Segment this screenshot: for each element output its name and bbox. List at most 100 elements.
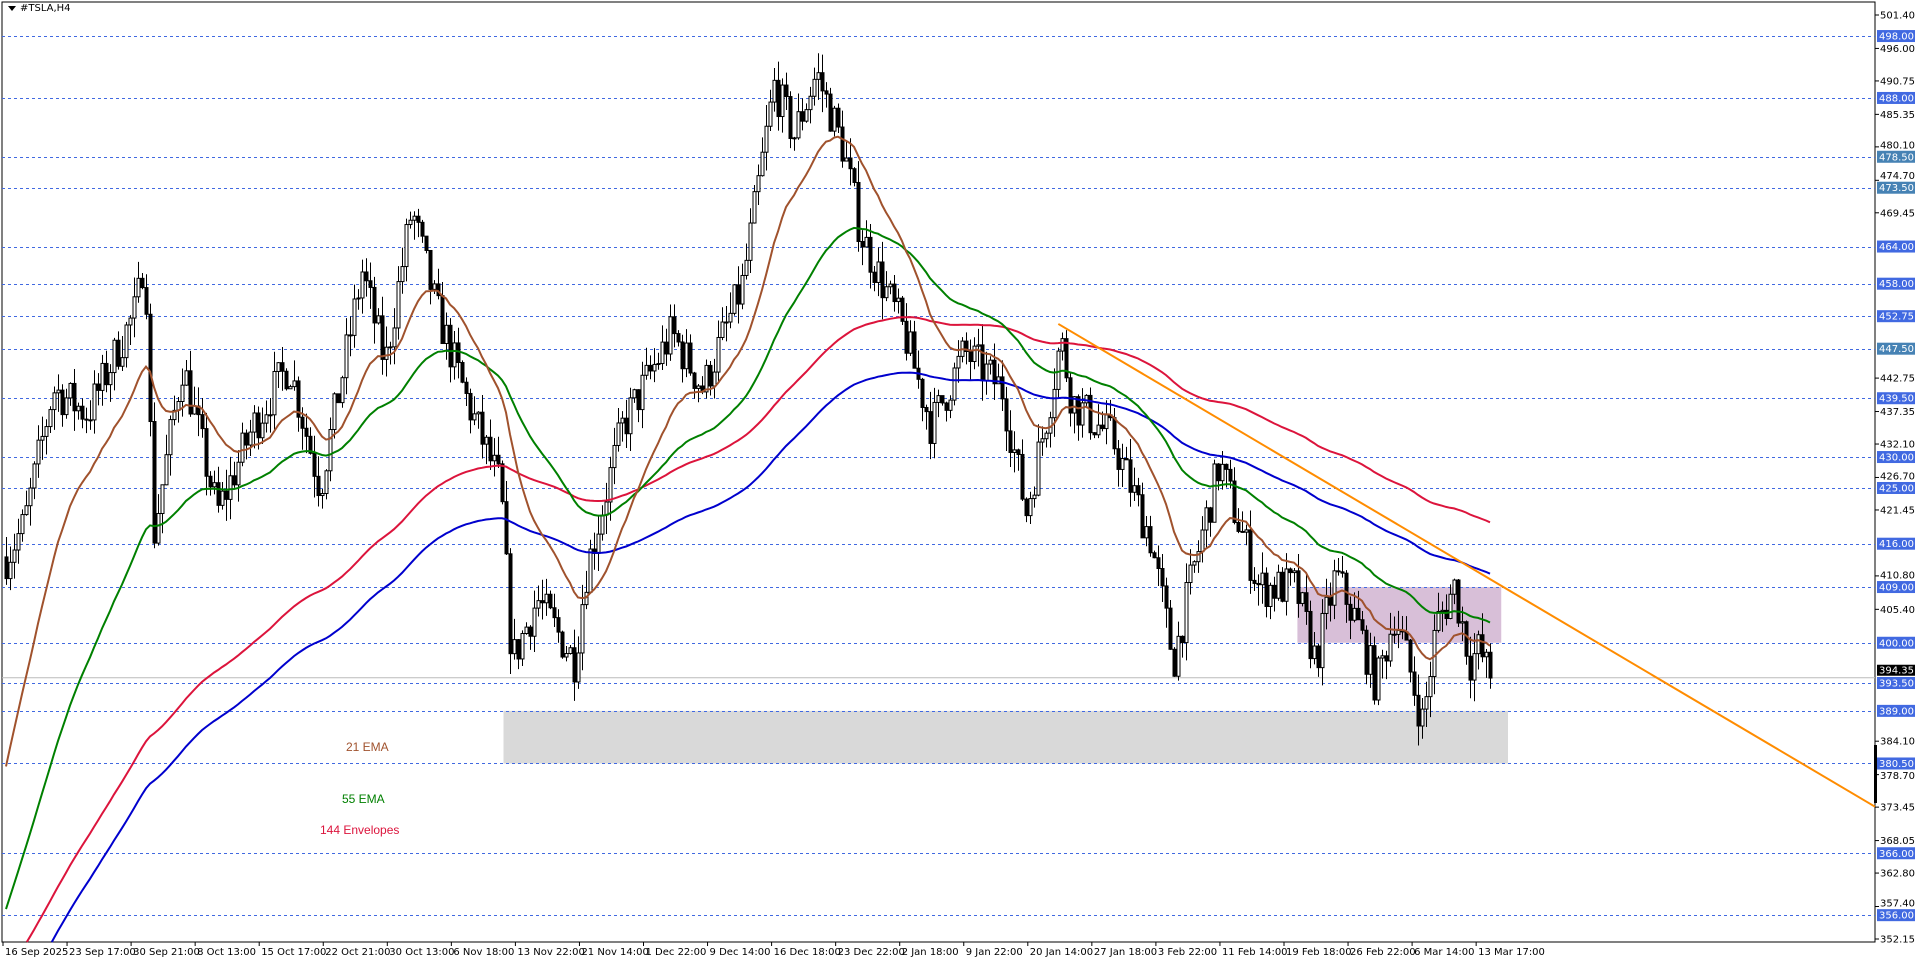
candle xyxy=(248,419,253,457)
candle xyxy=(972,337,977,370)
candle-body-bear xyxy=(140,277,145,289)
candle xyxy=(688,334,693,376)
candle-body-bull xyxy=(180,384,185,403)
candle-body-bear xyxy=(416,215,421,223)
candle xyxy=(124,321,129,368)
candle xyxy=(648,355,653,380)
level-label-bg xyxy=(1877,181,1915,194)
candle-body-bear xyxy=(364,271,369,282)
candle xyxy=(536,585,541,617)
candle xyxy=(876,247,881,297)
candle-body-bear xyxy=(284,370,289,390)
candle xyxy=(208,471,213,496)
candle-body-bear xyxy=(1252,579,1257,584)
level-label: 380.50 xyxy=(1879,759,1914,770)
candle-body-bull xyxy=(764,125,769,153)
candle xyxy=(624,399,629,448)
x-tick-label: 13 Nov 22:00 xyxy=(517,947,584,958)
candle xyxy=(460,360,465,384)
candle-body-bull xyxy=(56,389,61,394)
candle-body-bear xyxy=(1016,449,1021,455)
candle xyxy=(264,400,269,433)
candle xyxy=(588,539,593,594)
candle-body-bull xyxy=(728,312,733,323)
candle-body-bear xyxy=(880,261,885,299)
y-tick-label: 442.75 xyxy=(1880,374,1915,385)
candle xyxy=(672,304,677,348)
candle xyxy=(1300,591,1305,607)
candle xyxy=(132,277,137,338)
candle-body-bull xyxy=(632,389,637,399)
candle xyxy=(484,435,489,465)
candle-body-bear xyxy=(1408,639,1413,673)
ema-55-line xyxy=(5,226,1491,910)
candle-body-bull xyxy=(1176,635,1181,677)
candle xyxy=(1268,582,1273,620)
candle-body-bull xyxy=(744,259,749,276)
candle-body-bear xyxy=(4,556,9,580)
candle-body-bear xyxy=(920,378,925,408)
candle xyxy=(784,72,789,111)
candle-body-bull xyxy=(1332,570,1337,606)
candle xyxy=(1000,360,1005,412)
level-label-bg xyxy=(1877,481,1915,494)
candle-body-bull xyxy=(360,271,365,299)
candle-body-bull xyxy=(28,487,33,507)
candle-body-bull xyxy=(432,283,437,290)
x-tick-label: 30 Oct 13:00 xyxy=(389,947,454,958)
candle xyxy=(1344,570,1349,623)
candle-body-bull xyxy=(1012,449,1017,453)
y-tick-label: 378.70 xyxy=(1880,771,1915,782)
candle xyxy=(244,429,249,460)
scroll-indicator xyxy=(1874,745,1877,803)
candle-body-bull xyxy=(1396,630,1401,635)
candle-body-bull xyxy=(376,315,381,324)
candle-body-bear xyxy=(244,432,249,446)
candle xyxy=(524,622,529,635)
candle-body-bull xyxy=(132,296,137,319)
candle xyxy=(804,103,809,123)
candle-body-bear xyxy=(1360,619,1365,631)
candle-body-bull xyxy=(24,505,29,516)
candle-body-bear xyxy=(1068,377,1073,414)
candle xyxy=(644,347,649,380)
candle-body-bull xyxy=(1220,463,1225,482)
candle-body-bear xyxy=(828,93,833,132)
candle xyxy=(1320,599,1325,686)
candle-body-bull xyxy=(392,327,397,348)
candle xyxy=(444,312,449,360)
candle xyxy=(652,348,657,383)
candle xyxy=(788,91,793,149)
candle-body-bear xyxy=(116,339,121,367)
level-label: 425.00 xyxy=(1879,483,1914,494)
candle-body-bull xyxy=(644,364,649,376)
candle xyxy=(1076,394,1081,441)
candle-body-bull xyxy=(1388,633,1393,662)
candle xyxy=(352,284,357,348)
candle xyxy=(664,328,669,366)
candle-body-bull xyxy=(948,399,953,411)
candle xyxy=(1004,386,1009,451)
level-label-bg xyxy=(1877,277,1915,290)
candle-body-bear xyxy=(1256,582,1261,586)
candle xyxy=(188,350,193,417)
candle xyxy=(200,398,205,438)
candle-body-bull xyxy=(720,321,725,338)
dropdown-triangle-icon[interactable] xyxy=(8,6,16,11)
candle-body-bull xyxy=(120,357,125,367)
candle xyxy=(1036,424,1041,497)
candle xyxy=(1308,600,1313,669)
candle xyxy=(184,359,189,386)
candle xyxy=(156,494,161,546)
candle-body-bull xyxy=(888,283,893,288)
candle-body-bull xyxy=(1352,607,1357,621)
candle-body-bull xyxy=(1060,338,1065,352)
level-label-bg xyxy=(1877,342,1915,355)
candle-body-bull xyxy=(792,137,797,140)
candle-body-bear xyxy=(380,315,385,360)
candle xyxy=(1488,643,1493,689)
candle xyxy=(1200,516,1205,563)
candle-body-bull xyxy=(704,364,709,393)
candle xyxy=(736,266,741,324)
